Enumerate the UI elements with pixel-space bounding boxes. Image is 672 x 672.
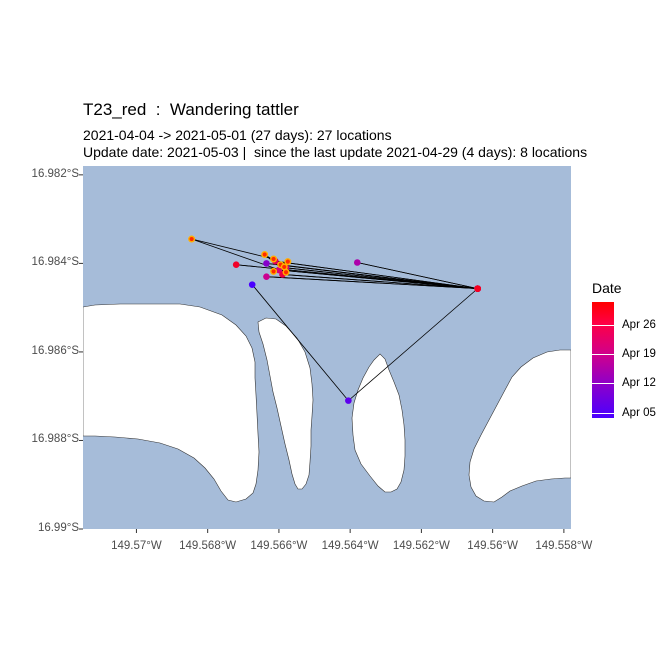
track-point[interactable] bbox=[270, 255, 278, 263]
track-points bbox=[188, 235, 481, 404]
track-point[interactable] bbox=[232, 261, 240, 269]
land-central-island bbox=[257, 317, 314, 490]
legend-title: Date bbox=[592, 280, 622, 296]
track-point[interactable] bbox=[353, 259, 361, 266]
track-segment bbox=[266, 276, 478, 290]
legend-label-apr-12: Apr 12 bbox=[622, 377, 656, 389]
legend-tick bbox=[592, 354, 614, 355]
track-segment bbox=[280, 264, 478, 290]
track-point[interactable] bbox=[474, 285, 481, 292]
track-segment bbox=[357, 262, 478, 290]
x-tick-label: 149.57°W bbox=[111, 540, 162, 552]
y-tick-label: 16.988°S bbox=[31, 433, 79, 446]
track-segment bbox=[191, 238, 287, 273]
track-point[interactable] bbox=[248, 281, 256, 288]
track-point[interactable] bbox=[263, 273, 270, 280]
legend-tick bbox=[592, 383, 614, 384]
track-point[interactable] bbox=[188, 235, 196, 243]
y-tick-label: 16.99°S bbox=[37, 522, 79, 534]
track-segment bbox=[191, 238, 274, 260]
y-tick-label: 16.984°S bbox=[31, 256, 79, 269]
x-tick-label: 149.564°W bbox=[321, 540, 379, 552]
plot-subtitle-update: Update date: 2021-05-03 | since the last… bbox=[83, 144, 588, 160]
land-east-islet bbox=[351, 353, 406, 493]
legend-label-apr-05: Apr 05 bbox=[622, 407, 656, 419]
track-segment bbox=[251, 284, 349, 401]
plot-subtitle-date-range: 2021-04-04 -> 2021-05-01 (27 days): 27 l… bbox=[83, 127, 392, 143]
legend-label-apr-19: Apr 19 bbox=[622, 348, 656, 360]
legend-tick bbox=[592, 325, 614, 326]
track-point[interactable] bbox=[261, 251, 269, 259]
plot-title: T23_red : Wandering tattler bbox=[83, 100, 299, 119]
land-east-coast bbox=[468, 349, 571, 503]
track-point[interactable] bbox=[263, 260, 270, 267]
track-point[interactable] bbox=[275, 266, 283, 274]
track-segment bbox=[275, 260, 478, 290]
x-tick-label: 149.558°W bbox=[535, 540, 593, 552]
track-point[interactable] bbox=[345, 397, 352, 404]
track-point[interactable] bbox=[282, 268, 290, 276]
legend-colorbar bbox=[592, 302, 614, 418]
track-point[interactable] bbox=[270, 267, 278, 275]
track-segment bbox=[348, 288, 478, 401]
y-tick-label: 16.986°S bbox=[31, 344, 79, 357]
track-point[interactable] bbox=[284, 258, 292, 266]
land-west-coast bbox=[83, 303, 260, 503]
x-tick-label: 149.568°W bbox=[179, 540, 237, 552]
land-layer bbox=[83, 303, 571, 503]
track-segment bbox=[282, 274, 478, 290]
axis-ticks bbox=[79, 174, 565, 533]
y-tick-label: 16.982°S bbox=[31, 167, 79, 180]
legend-tick bbox=[592, 413, 614, 414]
track-lines bbox=[191, 238, 478, 401]
x-tick-label: 149.562°W bbox=[392, 540, 450, 552]
legend-label-apr-26: Apr 26 bbox=[622, 319, 656, 331]
x-tick-label: 149.566°W bbox=[250, 540, 308, 552]
x-tick-label: 149.56°W bbox=[467, 540, 518, 552]
